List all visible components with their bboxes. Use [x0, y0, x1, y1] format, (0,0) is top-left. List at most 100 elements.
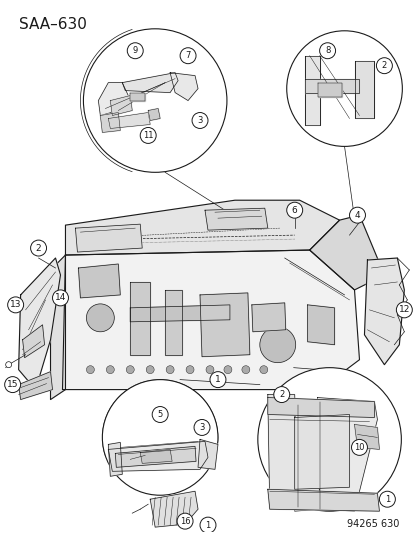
Polygon shape	[148, 109, 160, 120]
Polygon shape	[130, 282, 150, 354]
Polygon shape	[251, 303, 285, 332]
Polygon shape	[75, 224, 142, 252]
Circle shape	[375, 58, 392, 74]
Text: 2: 2	[36, 244, 41, 253]
Circle shape	[126, 366, 134, 374]
Polygon shape	[19, 372, 52, 400]
Circle shape	[286, 31, 401, 147]
Polygon shape	[354, 424, 378, 449]
Polygon shape	[130, 93, 145, 101]
Text: 12: 12	[398, 305, 409, 314]
Circle shape	[185, 366, 194, 374]
Polygon shape	[197, 439, 217, 470]
Circle shape	[166, 366, 174, 374]
Text: 1: 1	[205, 521, 210, 530]
Polygon shape	[23, 325, 45, 358]
Polygon shape	[309, 215, 384, 290]
Circle shape	[349, 207, 365, 223]
Polygon shape	[78, 264, 120, 298]
Polygon shape	[199, 293, 249, 357]
Circle shape	[241, 366, 249, 374]
Circle shape	[152, 407, 168, 423]
Text: 14: 14	[55, 293, 66, 302]
Polygon shape	[204, 208, 267, 230]
Polygon shape	[317, 398, 377, 511]
Circle shape	[102, 379, 217, 495]
Circle shape	[106, 366, 114, 374]
Text: 2: 2	[381, 61, 386, 70]
Circle shape	[83, 29, 226, 172]
Circle shape	[177, 513, 192, 529]
Text: 8: 8	[324, 46, 330, 55]
Polygon shape	[108, 442, 122, 477]
Polygon shape	[354, 61, 373, 118]
Circle shape	[273, 386, 289, 402]
Text: 10: 10	[354, 443, 364, 452]
Polygon shape	[108, 441, 207, 471]
Polygon shape	[304, 79, 358, 93]
Circle shape	[127, 43, 143, 59]
Text: SAA–630: SAA–630	[19, 17, 86, 32]
Text: 2: 2	[278, 390, 284, 399]
Polygon shape	[304, 56, 319, 125]
Circle shape	[319, 43, 335, 59]
Circle shape	[192, 112, 207, 128]
Circle shape	[5, 377, 21, 393]
Text: 9: 9	[132, 46, 138, 55]
Polygon shape	[294, 415, 349, 489]
Circle shape	[140, 127, 156, 143]
Polygon shape	[363, 258, 404, 365]
Circle shape	[194, 419, 209, 435]
Polygon shape	[108, 112, 150, 128]
Text: 3: 3	[197, 116, 202, 125]
Circle shape	[146, 366, 154, 374]
Circle shape	[8, 297, 24, 313]
Circle shape	[31, 240, 46, 256]
Text: 1: 1	[384, 495, 389, 504]
Circle shape	[259, 366, 267, 374]
Polygon shape	[110, 95, 132, 116]
Polygon shape	[19, 258, 60, 390]
Circle shape	[351, 439, 367, 455]
Circle shape	[257, 368, 400, 511]
Polygon shape	[130, 305, 229, 322]
Circle shape	[86, 304, 114, 332]
Text: 3: 3	[199, 423, 204, 432]
Circle shape	[259, 327, 295, 362]
Polygon shape	[100, 112, 120, 133]
Text: 7: 7	[185, 51, 190, 60]
Circle shape	[378, 491, 394, 507]
Circle shape	[209, 372, 225, 387]
Polygon shape	[140, 449, 172, 463]
Polygon shape	[267, 394, 297, 509]
Circle shape	[206, 366, 214, 374]
Polygon shape	[170, 72, 197, 101]
Text: 4: 4	[354, 211, 359, 220]
Polygon shape	[115, 447, 196, 467]
Polygon shape	[98, 83, 128, 116]
Polygon shape	[50, 255, 65, 400]
Circle shape	[52, 290, 68, 306]
Circle shape	[199, 517, 216, 533]
Circle shape	[180, 48, 196, 63]
Polygon shape	[62, 250, 358, 390]
Polygon shape	[267, 489, 378, 511]
Text: 16: 16	[179, 516, 190, 526]
Polygon shape	[150, 491, 197, 527]
Text: 94265 630: 94265 630	[346, 519, 399, 529]
Polygon shape	[165, 290, 182, 354]
Circle shape	[286, 202, 302, 218]
Polygon shape	[65, 200, 339, 255]
Polygon shape	[267, 398, 373, 417]
Polygon shape	[294, 400, 319, 511]
Circle shape	[6, 362, 12, 368]
Polygon shape	[122, 72, 178, 93]
Text: 15: 15	[7, 380, 18, 389]
Text: 1: 1	[215, 375, 220, 384]
Polygon shape	[317, 83, 341, 96]
Text: 5: 5	[157, 410, 162, 419]
Circle shape	[223, 366, 231, 374]
Text: 6: 6	[291, 206, 297, 215]
Circle shape	[395, 302, 411, 318]
Circle shape	[86, 366, 94, 374]
